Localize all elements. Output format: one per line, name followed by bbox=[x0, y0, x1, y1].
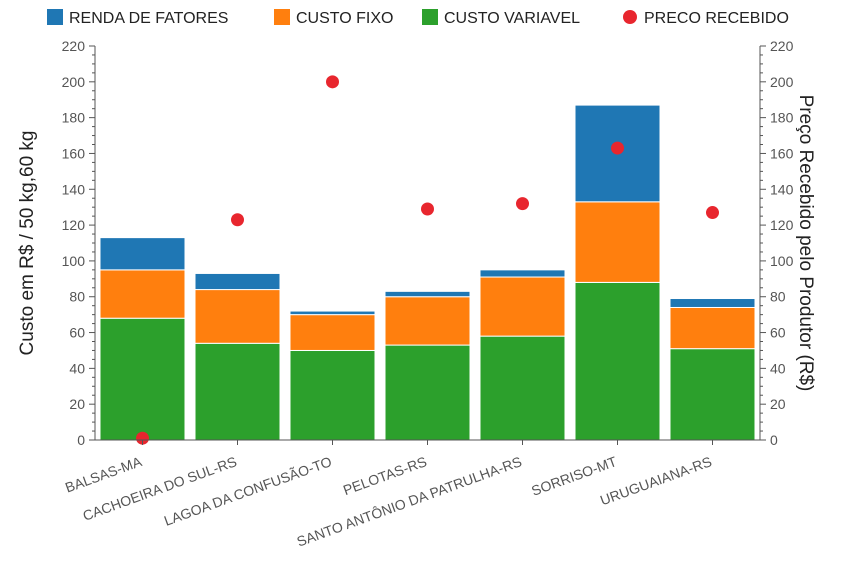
y-tick-label-right: 40 bbox=[770, 360, 786, 376]
y-tick-label-left: 220 bbox=[62, 38, 86, 54]
y-axis-title-right: Preço Recebido pelo Produtor (R$) bbox=[795, 95, 816, 392]
bar-renda-de-fatores-6 bbox=[669, 298, 756, 308]
legend-swatch-2 bbox=[422, 9, 438, 25]
bar-custo-fixo-4 bbox=[479, 276, 566, 337]
y-tick-label-right: 100 bbox=[770, 253, 794, 269]
price-point-1 bbox=[231, 213, 244, 227]
y-tick-label-right: 160 bbox=[770, 145, 794, 161]
y-tick-label-right: 220 bbox=[770, 38, 794, 54]
bar-custo-variavel-5 bbox=[574, 281, 661, 441]
y-tick-label-left: 160 bbox=[62, 145, 86, 161]
y-tick-label-left: 40 bbox=[69, 360, 85, 376]
price-point-5 bbox=[611, 141, 624, 155]
bar-custo-fixo-0 bbox=[99, 269, 186, 319]
y-axis-title-left: Custo em R$ / 50 kg,60 kg bbox=[17, 131, 38, 356]
legend: RENDA DE FATORES CUSTO FIXO CUSTO VARIAVEL… bbox=[47, 9, 789, 27]
legend-label-2: CUSTO VARIAVEL bbox=[444, 10, 580, 27]
bar-renda-de-fatores-4 bbox=[479, 269, 566, 278]
price-point-6 bbox=[706, 206, 719, 220]
y-tick-label-left: 80 bbox=[69, 289, 85, 305]
y-tick-label-right: 80 bbox=[770, 289, 786, 305]
points-layer bbox=[136, 75, 719, 445]
y-tick-label-left: 60 bbox=[69, 325, 85, 341]
bar-custo-variavel-1 bbox=[194, 342, 281, 441]
bar-custo-fixo-6 bbox=[669, 306, 756, 350]
legend-swatch-3 bbox=[623, 10, 637, 24]
bar-renda-de-fatores-3 bbox=[384, 290, 471, 298]
bar-custo-fixo-5 bbox=[574, 201, 661, 283]
y-tick-label-right: 0 bbox=[770, 432, 778, 448]
y-tick-label-right: 180 bbox=[770, 110, 794, 126]
y-tick-label-left: 120 bbox=[62, 217, 86, 233]
x-tick-label: LAGOA DA CONFUSÃO-TO bbox=[162, 453, 334, 529]
y-tick-label-left: 180 bbox=[62, 110, 86, 126]
legend-label-3: PRECO RECEBIDO bbox=[644, 10, 789, 27]
y-tick-label-left: 0 bbox=[77, 432, 85, 448]
price-point-4 bbox=[516, 197, 529, 211]
bar-custo-variavel-4 bbox=[479, 335, 566, 441]
bar-custo-variavel-3 bbox=[384, 344, 471, 441]
y-tick-label-right: 200 bbox=[770, 74, 794, 90]
price-point-0 bbox=[136, 431, 149, 445]
y-tick-label-left: 100 bbox=[62, 253, 86, 269]
y-tick-label-left: 20 bbox=[69, 396, 85, 412]
y-tick-label-right: 20 bbox=[770, 396, 786, 412]
bar-renda-de-fatores-2 bbox=[289, 310, 376, 316]
legend-label-1: CUSTO FIXO bbox=[296, 10, 394, 27]
y-tick-label-right: 60 bbox=[770, 325, 786, 341]
bar-renda-de-fatores-1 bbox=[194, 272, 281, 291]
legend-swatch-0 bbox=[47, 9, 63, 25]
bar-custo-variavel-0 bbox=[99, 317, 186, 441]
bar-custo-fixo-3 bbox=[384, 296, 471, 346]
bar-renda-de-fatores-0 bbox=[99, 237, 186, 271]
y-tick-label-right: 120 bbox=[770, 217, 794, 233]
bar-custo-variavel-6 bbox=[669, 348, 756, 441]
price-point-2 bbox=[326, 75, 339, 89]
legend-label-0: RENDA DE FATORES bbox=[69, 10, 228, 27]
legend-swatch-1 bbox=[274, 9, 290, 25]
bar-custo-variavel-2 bbox=[289, 349, 376, 441]
price-point-3 bbox=[421, 202, 434, 216]
bar-custo-fixo-2 bbox=[289, 314, 376, 351]
y-tick-label-left: 200 bbox=[62, 74, 86, 90]
y-tick-label-left: 140 bbox=[62, 181, 86, 197]
x-tick-label: CACHOEIRA DO SUL-RS bbox=[81, 453, 239, 524]
bars-layer bbox=[99, 104, 756, 441]
bar-custo-fixo-1 bbox=[194, 289, 281, 344]
y-tick-label-right: 140 bbox=[770, 181, 794, 197]
axes-layer bbox=[89, 45, 766, 445]
